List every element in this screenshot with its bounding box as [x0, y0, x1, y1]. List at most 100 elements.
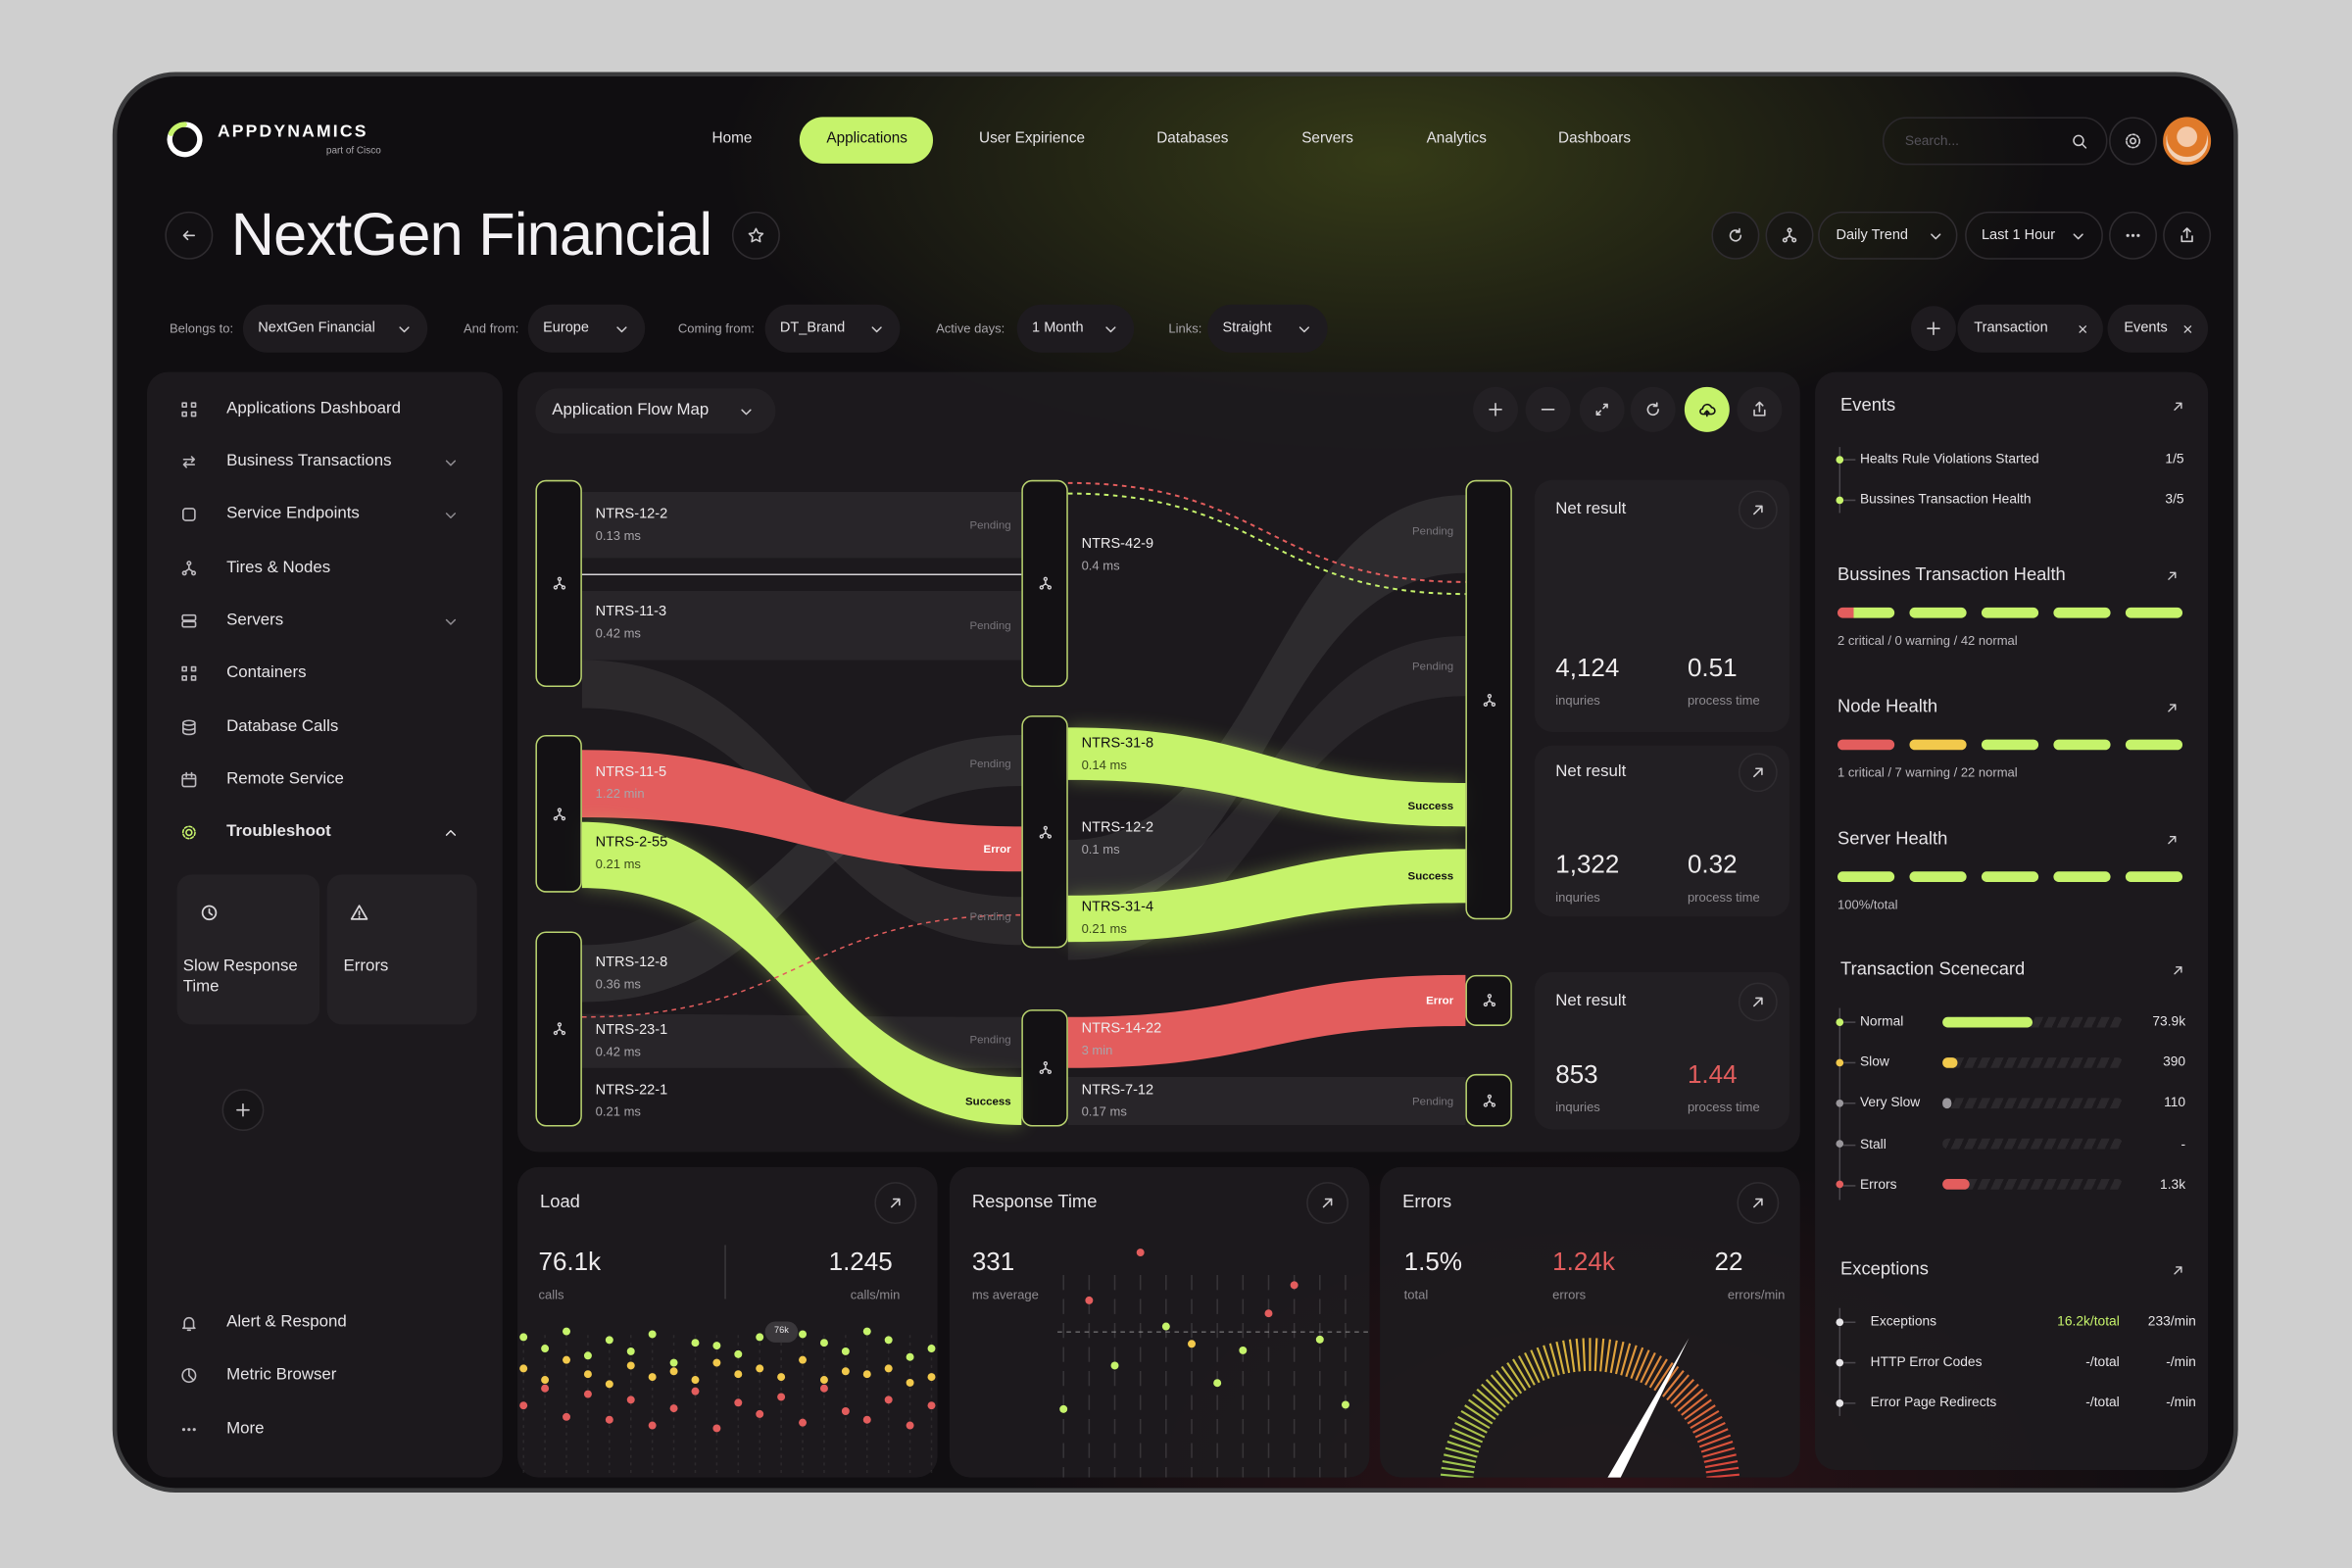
troubleshoot-card[interactable]: [326, 874, 477, 1025]
flow-node-group[interactable]: [535, 931, 582, 1127]
flow-node-name[interactable]: NTRS-12-2: [1081, 819, 1154, 837]
flow-node-name[interactable]: NTRS-12-2: [595, 506, 668, 523]
sidebar-item[interactable]: Applications Dashboard: [226, 399, 401, 418]
flow-node-group[interactable]: [1465, 479, 1512, 920]
back-button[interactable]: [165, 211, 214, 260]
troubleshoot-label[interactable]: Errors: [343, 956, 389, 975]
filter-select[interactable]: [1016, 304, 1135, 353]
gauge-tick: [1454, 1421, 1486, 1439]
flow-map-select[interactable]: [535, 388, 776, 434]
nav-active-pill[interactable]: [799, 117, 934, 164]
sidebar-icon: [182, 456, 196, 468]
flow-node-name[interactable]: NTRS-23-1: [595, 1021, 668, 1039]
health-segment: [2125, 739, 2183, 751]
sidebar-icon-stroke: [190, 411, 197, 417]
scorecard-bar: [1942, 1179, 1970, 1191]
sidebar-footer-item[interactable]: Alert & Respond: [226, 1312, 347, 1332]
sidebar-item[interactable]: Service Endpoints: [226, 504, 360, 523]
response-dot: [1290, 1281, 1298, 1290]
ribbon-success: [1067, 849, 1466, 943]
nav-item[interactable]: Analytics: [1426, 130, 1487, 147]
net-result-open-icon: [1753, 505, 1763, 515]
sidebar-item[interactable]: Remote Service: [226, 769, 344, 789]
filter-chevron: [398, 325, 409, 332]
flow-status: Pending: [969, 618, 1011, 633]
troubleshoot-label[interactable]: Slow Response Time: [182, 956, 298, 997]
response-dot: [1213, 1379, 1222, 1388]
flow-node-name[interactable]: NTRS-42-9: [1081, 535, 1154, 553]
net-result-open[interactable]: [1738, 490, 1778, 530]
flow-node-name[interactable]: NTRS-14-22: [1081, 1020, 1162, 1038]
sidebar-item[interactable]: Containers: [226, 663, 307, 682]
sidebar-chevron-stroke: [445, 829, 456, 836]
load-dot: [862, 1327, 871, 1336]
sidebar-item[interactable]: Business Transactions: [226, 452, 392, 470]
metric-card-open[interactable]: [1737, 1182, 1780, 1224]
flow-node-name[interactable]: NTRS-11-3: [595, 603, 667, 620]
avatar[interactable]: [2163, 117, 2212, 166]
metric-card-title: Load: [540, 1191, 580, 1212]
net-result-open[interactable]: [1738, 982, 1778, 1022]
troubleshoot-card[interactable]: [176, 874, 320, 1025]
nav-item[interactable]: Dashboars: [1558, 130, 1632, 147]
load-dot: [756, 1333, 764, 1342]
sidebar-footer-icon-stroke: [188, 1368, 195, 1382]
sidebar-item[interactable]: Troubleshoot: [226, 822, 331, 841]
filter-select[interactable]: [242, 304, 428, 353]
flow-node-name[interactable]: NTRS-11-5: [595, 763, 667, 781]
filter-select[interactable]: [527, 304, 646, 353]
ribbon-success: [581, 821, 1022, 1125]
flow-node-name[interactable]: NTRS-12-8: [595, 954, 668, 971]
sidebar-item[interactable]: Database Calls: [226, 717, 339, 736]
ribbon-success: [1067, 727, 1466, 827]
metric-card-open[interactable]: [874, 1182, 917, 1224]
flow-node-name[interactable]: NTRS-31-4: [1081, 899, 1154, 916]
load-dot: [626, 1361, 635, 1370]
net-result-open[interactable]: [1738, 753, 1778, 793]
metric-card-open[interactable]: [1306, 1182, 1349, 1224]
flow-node-name[interactable]: NTRS-22-1: [595, 1082, 668, 1099]
trend-select[interactable]: [1818, 211, 1958, 260]
load-dot: [819, 1339, 828, 1348]
nav-item[interactable]: Servers: [1301, 130, 1353, 147]
range-select-label: Last 1 Hour: [1981, 226, 2056, 244]
sidebar-footer-item[interactable]: More: [226, 1419, 265, 1438]
nav-item[interactable]: Applications: [826, 130, 907, 147]
flow-node-name[interactable]: NTRS-7-12: [1081, 1082, 1154, 1099]
response-dot: [1239, 1346, 1248, 1354]
gauge-tick: [1500, 1365, 1523, 1395]
row-tick: [1843, 459, 1856, 461]
nav-item[interactable]: User Expirience: [979, 130, 1086, 147]
sidebar-item[interactable]: Tires & Nodes: [226, 559, 331, 577]
net-result-process-label: process time: [1687, 1099, 1760, 1115]
tag-chip[interactable]: [2107, 304, 2209, 353]
refresh-button[interactable]: [1711, 211, 1760, 260]
settings-button[interactable]: [2109, 117, 2158, 166]
sidebar-item[interactable]: Servers: [226, 611, 284, 629]
metric-card-open-icon-stroke: [1322, 1198, 1333, 1208]
upload-button-icon-stroke: [1699, 403, 1716, 416]
tag-chip[interactable]: [1957, 304, 2103, 353]
load-dot: [734, 1398, 743, 1407]
add-troubleshoot-button[interactable]: [221, 1089, 265, 1132]
load-dot: [563, 1327, 570, 1336]
net-result-process-time: 0.51: [1687, 654, 1738, 683]
flow-node-name[interactable]: NTRS-2-55: [595, 834, 668, 852]
load-dot: [777, 1373, 786, 1382]
filter-chevron: [1298, 325, 1309, 332]
flow-node-icon: [552, 807, 565, 820]
reset-view-button[interactable]: [1630, 386, 1676, 432]
upload-button[interactable]: [1684, 386, 1730, 432]
range-select[interactable]: [1965, 211, 2103, 260]
sidebar-footer-item[interactable]: Metric Browser: [226, 1365, 337, 1384]
gauge-tick: [1644, 1355, 1662, 1386]
nav-item[interactable]: Home: [711, 130, 753, 147]
health-segment: [2053, 607, 2111, 618]
filter-select[interactable]: [1207, 304, 1328, 353]
favorite-button[interactable]: [731, 211, 780, 260]
search-box[interactable]: [1882, 117, 2108, 166]
flow-node-icon-stroke: [555, 809, 564, 817]
flow-node-name[interactable]: NTRS-31-8: [1081, 735, 1154, 753]
fit-view-button[interactable]: [1579, 386, 1625, 432]
nav-item[interactable]: Databases: [1156, 130, 1229, 147]
